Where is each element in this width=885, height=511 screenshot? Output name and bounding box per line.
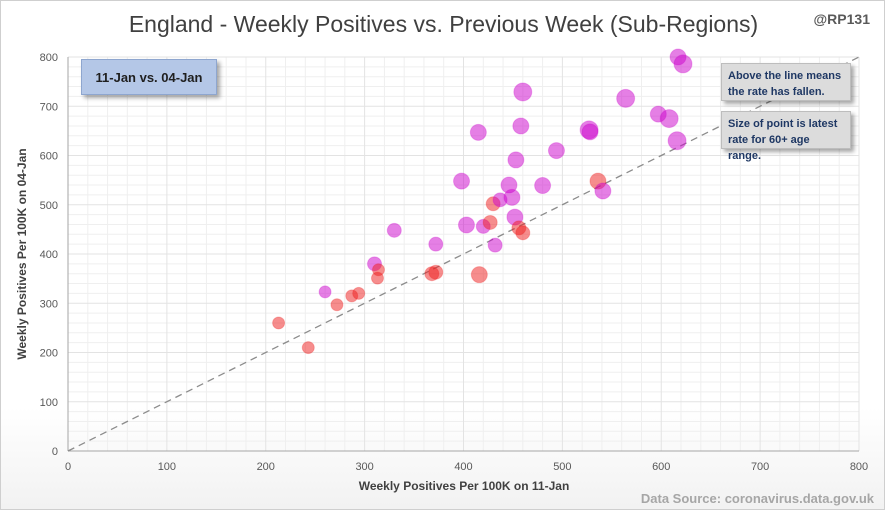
period-label-box: 11-Jan vs. 04-Jan: [81, 59, 217, 95]
data-point: [428, 264, 444, 280]
data-point: [370, 271, 384, 285]
data-source: Data Source: coronavirus.data.gov.uk: [640, 491, 874, 506]
axes: [67, 57, 859, 452]
major-gridlines: [67, 56, 860, 452]
y-tick-label: 800: [40, 52, 58, 64]
y-tick-label: 0: [52, 446, 58, 458]
data-point: [272, 316, 286, 330]
data-point: [301, 341, 315, 355]
x-tick-label: 200: [257, 461, 275, 473]
data-points: [272, 48, 693, 355]
data-point: [470, 266, 488, 284]
data-point: [386, 222, 402, 238]
data-point: [507, 151, 525, 169]
data-point: [428, 236, 444, 252]
author-credit: @RP131: [813, 11, 870, 27]
data-point: [503, 188, 521, 206]
data-point: [512, 117, 530, 135]
x-tick-label: 400: [454, 461, 472, 473]
x-tick-label: 300: [355, 461, 373, 473]
x-tick-label: 600: [652, 461, 670, 473]
y-tick-label: 100: [40, 397, 58, 409]
y-axis-label: Weekly Positives Per 100K on 04-Jan: [15, 148, 29, 359]
data-point: [469, 123, 487, 141]
data-point: [330, 298, 344, 312]
chart-title: England - Weekly Positives vs. Previous …: [128, 11, 759, 37]
note-point-size: Size of point is latest rate for 60+ age…: [721, 111, 851, 162]
data-point: [534, 177, 552, 195]
data-point: [659, 109, 679, 129]
data-point: [581, 123, 599, 141]
y-tick-label: 700: [40, 101, 58, 113]
x-axis-label: Weekly Positives Per 100K on 11-Jan: [359, 479, 570, 493]
data-point: [547, 142, 565, 160]
data-point: [453, 172, 471, 190]
y-tick-label: 500: [40, 200, 58, 212]
data-point: [482, 214, 498, 230]
data-point: [594, 182, 612, 200]
y-tick-labels: 0 100 200 300 400 500 600 700 800: [40, 52, 58, 458]
data-point: [513, 82, 533, 102]
y-tick-label: 600: [40, 151, 58, 163]
data-point: [352, 286, 366, 300]
y-tick-label: 400: [40, 249, 58, 261]
y-tick-label: 300: [40, 298, 58, 310]
y-tick-label: 200: [40, 348, 58, 360]
data-point: [616, 88, 636, 108]
x-tick-label: 500: [553, 461, 571, 473]
x-tick-label: 800: [850, 461, 868, 473]
x-tick-label: 700: [751, 461, 769, 473]
data-point: [457, 216, 475, 234]
x-tick-label: 100: [158, 461, 176, 473]
data-point: [318, 285, 332, 299]
data-point: [515, 225, 531, 241]
data-point: [487, 237, 503, 253]
note-line-meaning: Above the line means the rate has fallen…: [721, 63, 851, 101]
x-tick-label: 0: [65, 461, 71, 473]
data-point: [667, 131, 687, 151]
data-point: [673, 54, 693, 74]
x-tick-labels: 0 100 200 300 400 500 600 700 800: [65, 461, 868, 473]
